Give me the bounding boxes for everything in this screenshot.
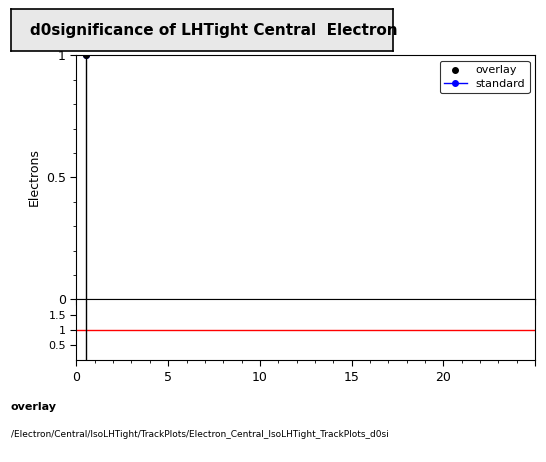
Text: /Electron/Central/IsoLHTight/TrackPlots/Electron_Central_IsoLHTight_TrackPlots_d: /Electron/Central/IsoLHTight/TrackPlots/… [11, 430, 389, 438]
Legend: overlay, standard: overlay, standard [440, 61, 530, 93]
Text: d0significance of LHTight Central  Electron: d0significance of LHTight Central Electr… [30, 23, 397, 37]
Text: overlay: overlay [11, 402, 57, 412]
Y-axis label: Electrons: Electrons [27, 148, 40, 207]
